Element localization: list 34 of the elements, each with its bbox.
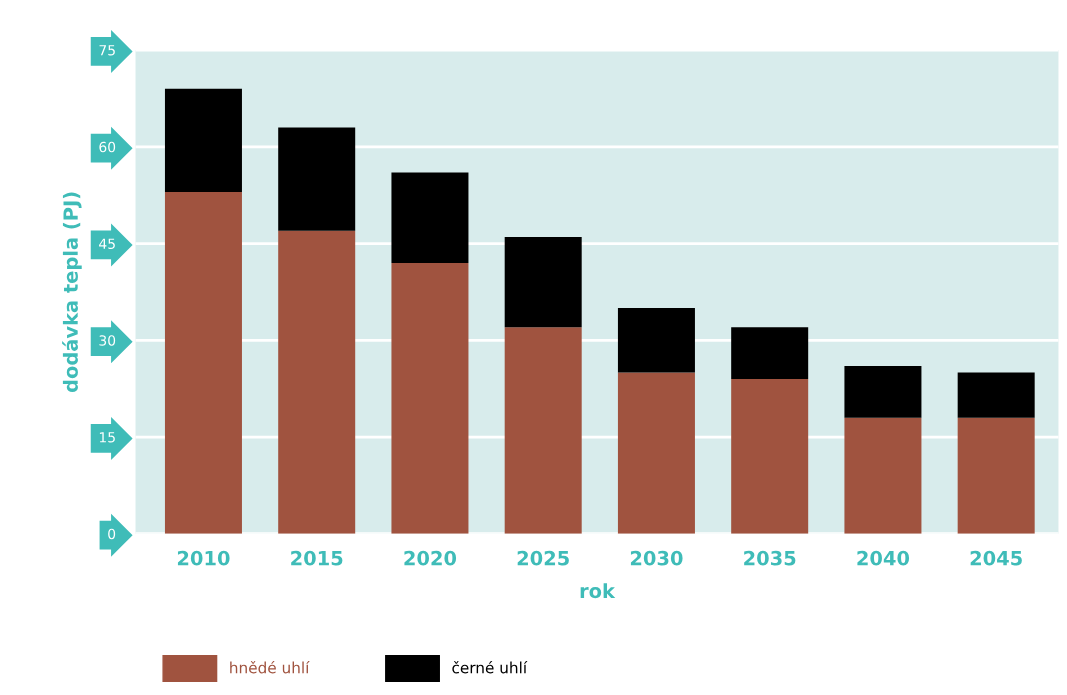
bar: [504, 237, 582, 328]
y-tick-label: 0: [108, 528, 116, 540]
bar: [844, 417, 922, 534]
y-axis-title: dodávka tepla (PJ): [62, 192, 82, 393]
bar: [731, 327, 809, 379]
x-tick-label: 2020: [404, 550, 457, 566]
x-tick-label: 2015: [291, 550, 343, 566]
y-tick-label: 75: [99, 45, 115, 56]
bar: [504, 327, 582, 534]
bar: [731, 378, 809, 534]
bar: [391, 172, 469, 263]
y-tick-label: 60: [99, 141, 116, 153]
bar: [164, 88, 242, 192]
x-tick-label: 2035: [744, 550, 796, 566]
x-tick-label: 2025: [517, 550, 569, 566]
bar: [391, 262, 469, 534]
legend-label: hnědé uhlí: [230, 661, 310, 674]
bar: [617, 308, 695, 373]
y-tick-label: 30: [99, 335, 116, 346]
y-tick-label: 15: [99, 432, 115, 443]
bar: [957, 372, 1035, 418]
bar: [957, 417, 1035, 534]
x-tick-label: 2045: [970, 550, 1022, 566]
bar: [617, 372, 695, 534]
bar: [278, 230, 356, 534]
bar: [278, 127, 356, 231]
legend-label: černé uhlí: [452, 661, 528, 674]
bar: [164, 191, 242, 534]
x-axis-title: rok: [580, 583, 616, 599]
x-tick-label: 2040: [857, 550, 910, 566]
x-tick-label: 2030: [630, 550, 683, 566]
y-tick-label: 45: [99, 238, 115, 249]
bar: [844, 366, 922, 418]
x-tick-label: 2010: [177, 550, 230, 566]
